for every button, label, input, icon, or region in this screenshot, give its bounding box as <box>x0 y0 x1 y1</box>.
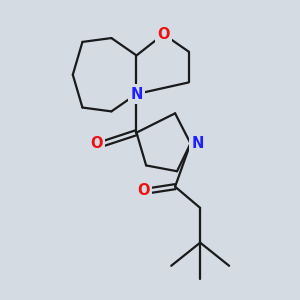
Text: O: O <box>91 136 103 151</box>
Text: N: N <box>130 86 143 101</box>
Text: N: N <box>191 136 204 151</box>
Text: O: O <box>157 27 170 42</box>
Text: O: O <box>137 183 149 198</box>
